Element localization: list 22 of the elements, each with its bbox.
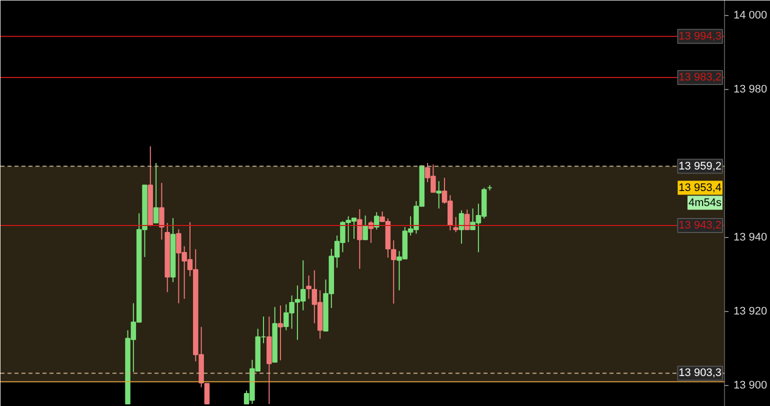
candlestick (278, 304, 284, 361)
y-tick-label: 13 980 (734, 83, 768, 96)
y-tick-label: 13 940 (734, 231, 768, 244)
y-tick-label: 13 900 (734, 379, 768, 392)
candlestick (464, 209, 470, 230)
candlestick (153, 162, 159, 224)
candlestick (436, 180, 442, 209)
candlestick (374, 212, 380, 230)
ref-line-label: 13 943,2 (678, 220, 722, 232)
annotation: 4m54s (688, 196, 722, 209)
ref-line-label: 13 983,2 (678, 71, 722, 84)
annotation: 13 953,4 (678, 182, 722, 194)
candlestick (458, 210, 464, 244)
y-tick-label: 13 920 (734, 305, 768, 318)
y-tick-label: 14 000 (734, 9, 768, 22)
ref-line-label: 13 959,2 (678, 160, 722, 172)
candlestick (362, 215, 368, 240)
candlestick (159, 182, 164, 240)
candlestick (357, 208, 362, 270)
ref-line-label: 13 994,3 (678, 30, 722, 42)
ref-line-label: 13 903,3 (678, 367, 722, 380)
candlestick (453, 216, 458, 233)
